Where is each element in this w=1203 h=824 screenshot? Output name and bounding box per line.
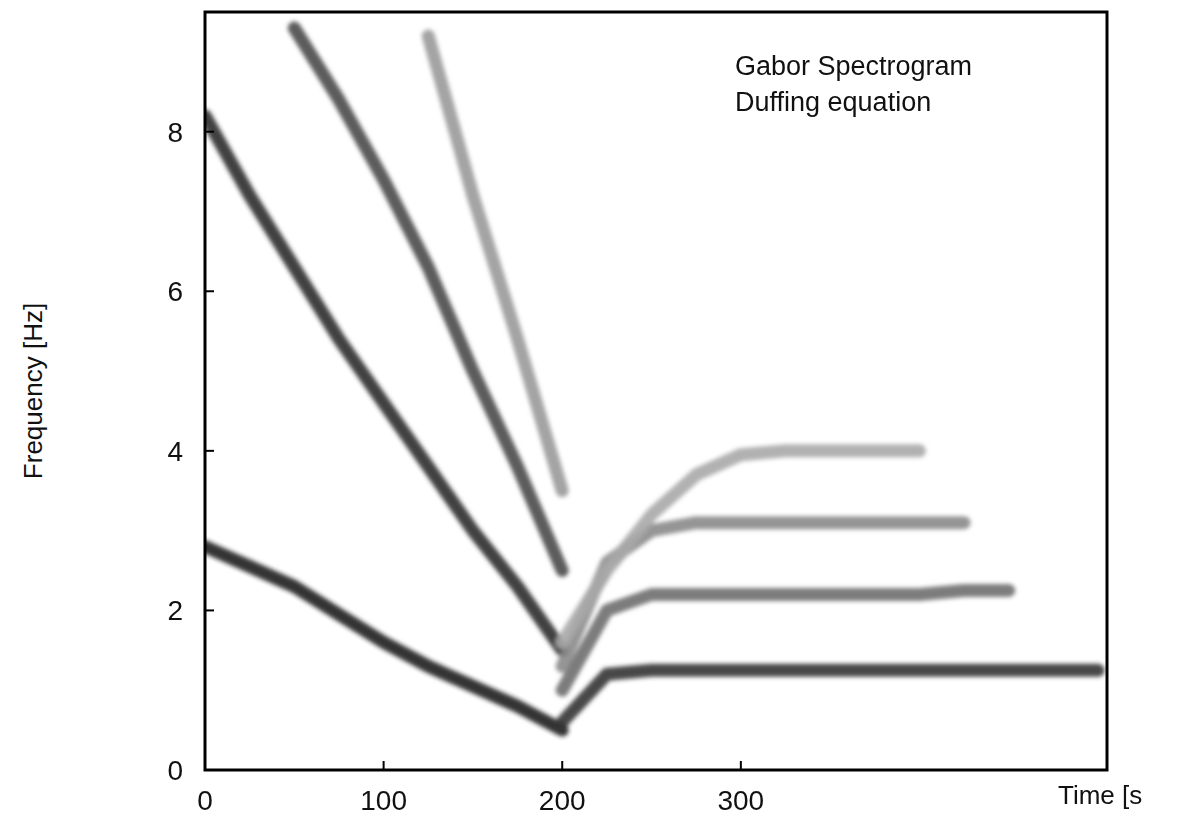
ridge-line <box>428 36 562 491</box>
ridges <box>205 28 1098 730</box>
x-tick <box>740 761 742 770</box>
ridge-line <box>562 591 1009 691</box>
y-tick <box>205 450 214 452</box>
ridge-line <box>205 116 562 651</box>
ridge-line <box>562 451 919 643</box>
x-tick-label: 200 <box>539 785 586 816</box>
y-tick <box>205 769 214 771</box>
frame <box>205 12 1107 770</box>
y-tick <box>205 609 214 611</box>
y-tick-label: 8 <box>167 117 183 148</box>
y-tick-label: 0 <box>167 755 183 786</box>
annotation: Gabor Spectrogram <box>735 51 972 81</box>
ridge-line <box>562 670 1098 722</box>
y-axis-title: Frequency [Hz] <box>18 303 48 479</box>
x-tick-label: 0 <box>197 785 213 816</box>
x-tick <box>561 761 563 770</box>
x-tick <box>383 761 385 770</box>
y-tick <box>205 131 214 133</box>
ridge-line <box>294 28 562 571</box>
plot-background <box>205 12 1107 770</box>
annotation: Duffing equation <box>735 87 931 117</box>
y-tick-label: 2 <box>167 595 183 626</box>
plot-area <box>205 28 1098 730</box>
chart: 0 100 200 300 0 2 4 6 8 Frequency [Hz] Time [s Gabo… <box>0 0 1203 824</box>
x-tick-label: 100 <box>360 785 407 816</box>
y-tick-label: 6 <box>167 276 183 307</box>
x-axis-title: Time [s <box>1058 780 1142 810</box>
y-tick-label: 4 <box>167 436 183 467</box>
x-tick-label: 300 <box>717 785 764 816</box>
x-tick <box>204 761 206 770</box>
y-tick <box>205 290 214 292</box>
